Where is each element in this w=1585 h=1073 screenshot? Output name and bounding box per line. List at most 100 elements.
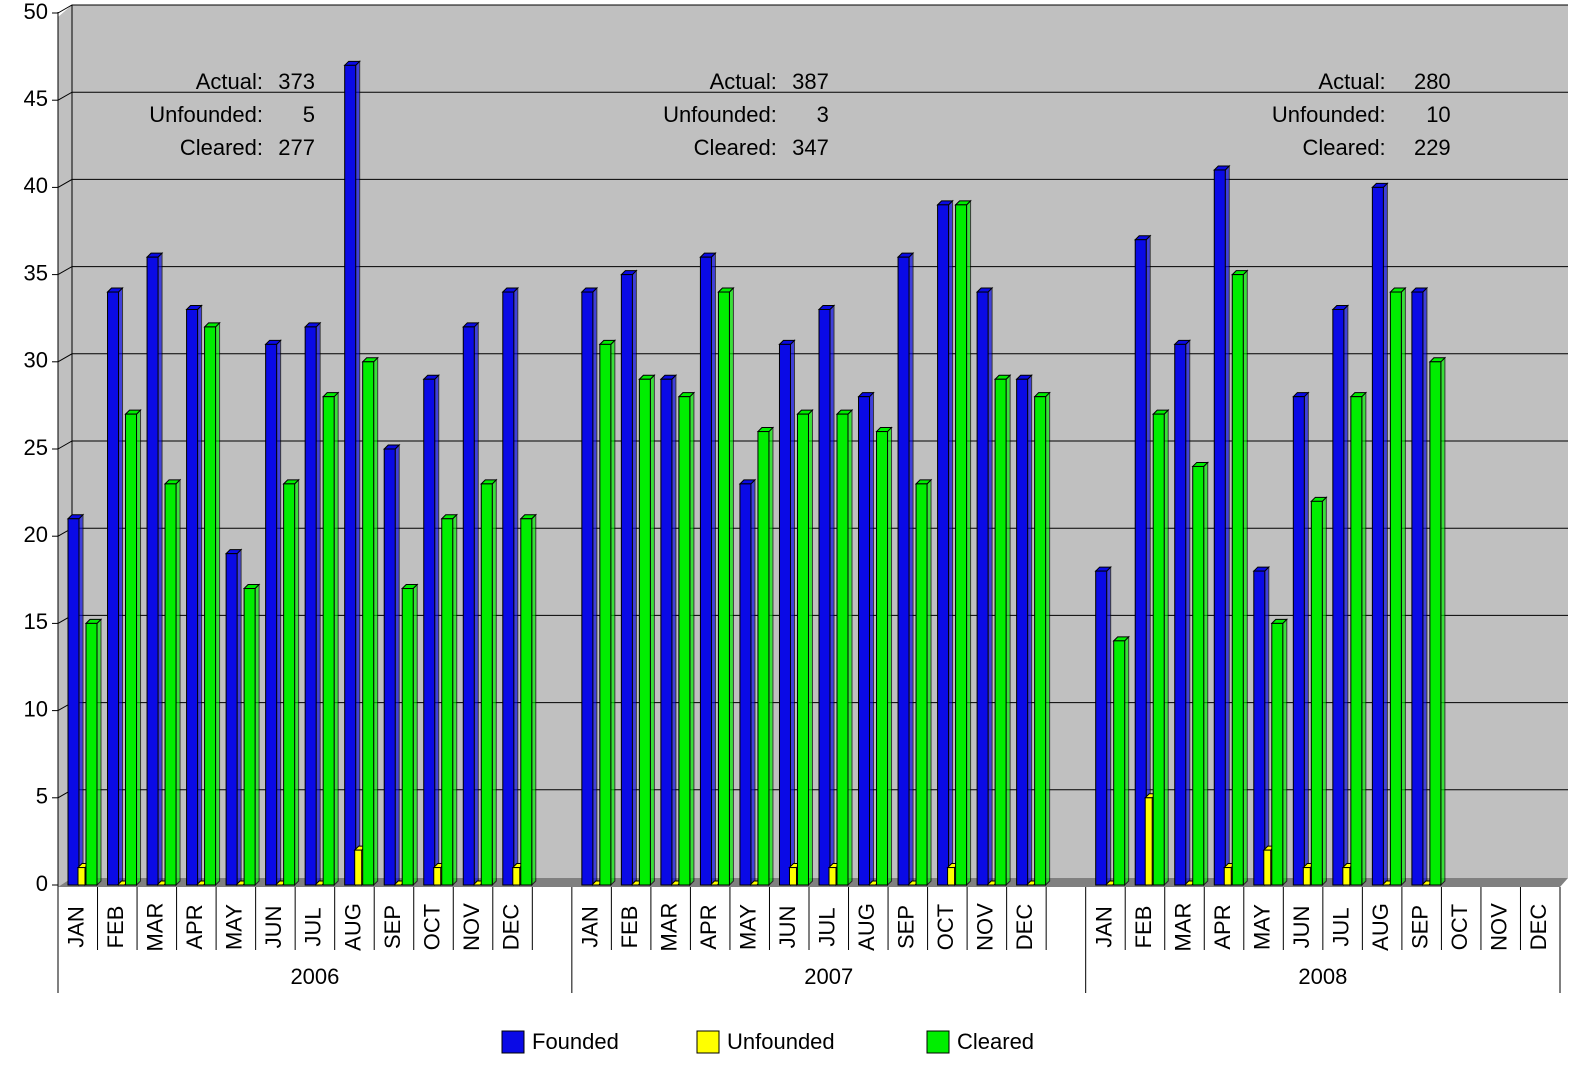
x-tick-label: MAR [656,903,681,952]
bar [1302,867,1311,886]
x-tick-label: OCT [419,904,444,950]
x-tick-label: MAR [143,903,168,952]
y-tick-label: 25 [24,435,48,460]
bar [1152,413,1165,886]
bar-side [394,443,400,887]
bar-side [1264,565,1270,887]
bar-side [1145,234,1151,887]
annotation-value: 387 [792,69,829,94]
x-tick-label: AUG [854,903,879,951]
annotation-label: Cleared: [694,135,777,160]
bar [1310,500,1323,886]
bar [146,256,159,886]
bar [976,291,989,886]
bar [480,483,493,886]
annotation-value: 373 [278,69,315,94]
x-tick-label: NOV [1487,903,1512,951]
bar [1134,239,1147,886]
bar [433,867,442,886]
annotation-value: 277 [278,135,315,160]
bar [581,291,594,886]
x-tick-label: JAN [577,906,602,948]
x-tick-label: JUL [301,907,326,946]
bar [1144,797,1153,886]
bar-side [513,286,519,887]
bar-side [689,391,695,887]
y-tick-label: 50 [24,0,48,24]
bar-side [887,426,893,887]
annotation-value: 347 [792,135,829,160]
bar-side [157,251,163,887]
y-tick-label: 20 [24,522,48,547]
x-tick-label: APR [182,904,207,949]
bar [1350,396,1363,886]
annotation-label: Unfounded: [1272,102,1386,127]
bar [638,378,651,886]
group-label: 2007 [804,964,853,989]
bar-side [649,374,655,887]
bar-side [592,286,598,887]
bar-side [610,339,616,887]
bar-side [966,199,972,887]
x-tick-label: SEP [1407,905,1432,949]
bar [915,483,928,886]
bar [1192,465,1205,886]
bar [778,343,791,886]
group-label: 2008 [1298,964,1347,989]
bar-side [197,304,203,887]
annotation-value: 5 [303,102,315,127]
bar-side [710,251,716,887]
bar [620,274,633,886]
bar [858,396,871,886]
bar [283,483,296,886]
bar [265,343,278,886]
bar-side [1005,374,1011,887]
bar-side [1361,391,1367,887]
annotation-value: 3 [817,102,829,127]
bar-side [789,339,795,887]
bar [1034,396,1047,886]
bar [67,518,80,886]
x-tick-label: OCT [1447,904,1472,950]
x-tick-label: JUN [775,906,800,949]
bar [1016,378,1029,886]
bar [1332,308,1345,886]
y-tick-label: 15 [24,609,48,634]
bar [383,448,396,886]
bar-side [434,374,440,887]
annotation-label: Cleared: [1303,135,1386,160]
bar-side [1382,182,1388,887]
bar [1371,186,1384,886]
annotation-value: 229 [1414,135,1451,160]
bar-side [1400,286,1406,887]
grid-line [57,266,1568,276]
x-tick-label: JUL [815,907,840,946]
bar-side [294,478,300,887]
x-tick-label: DEC [1012,904,1037,951]
annotation-value: 10 [1426,102,1450,127]
bar [947,867,956,886]
y-tick-label: 35 [24,260,48,285]
legend-label: Cleared [957,1029,1034,1054]
bar [937,204,950,886]
bar-side [987,286,993,887]
bar [243,588,256,886]
bar-side [1124,635,1130,887]
bar-side [631,269,637,887]
bar-side [1321,496,1327,887]
y-tick-label: 0 [36,871,48,896]
bar-side [1303,391,1309,887]
bar-side [118,286,124,887]
bar [699,256,712,886]
y-tick-label: 5 [36,784,48,809]
x-tick-label: FEB [617,906,642,949]
bar [1292,396,1305,886]
annotation-label: Actual: [196,69,263,94]
x-tick-label: JUN [261,906,286,949]
bar [107,291,120,886]
bar [186,308,199,886]
bar-side [1242,269,1248,887]
annotation-label: Cleared: [180,135,263,160]
bar-side [847,408,853,887]
